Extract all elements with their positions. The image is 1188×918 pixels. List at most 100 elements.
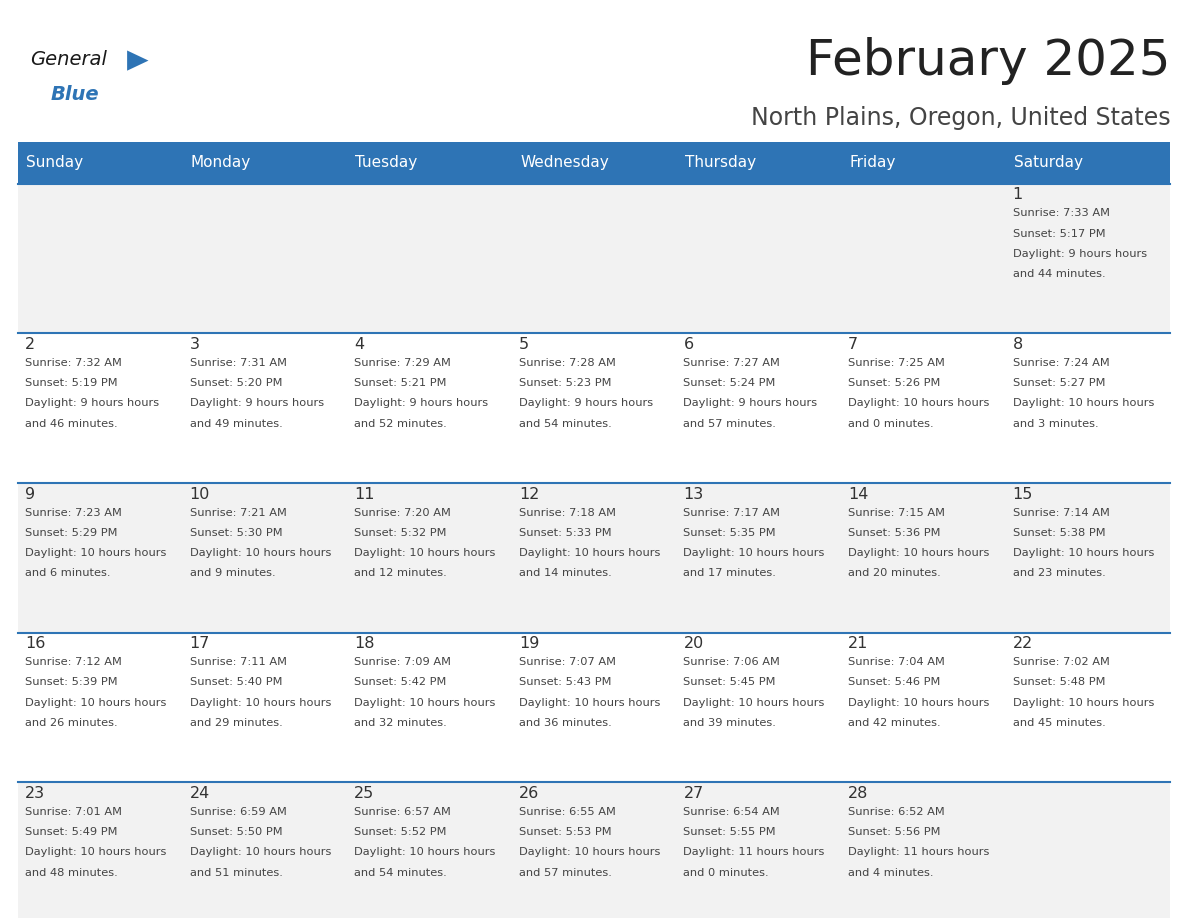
Bar — [841, 483, 1005, 633]
Text: and 54 minutes.: and 54 minutes. — [354, 868, 447, 878]
Text: Sunset: 5:36 PM: Sunset: 5:36 PM — [848, 528, 941, 538]
Text: Thursday: Thursday — [684, 155, 756, 171]
Bar — [676, 782, 841, 918]
Bar — [1005, 633, 1170, 782]
Text: Daylight: 9 hours hours: Daylight: 9 hours hours — [354, 398, 488, 409]
Text: and 45 minutes.: and 45 minutes. — [1012, 718, 1106, 728]
Text: Sunset: 5:35 PM: Sunset: 5:35 PM — [683, 528, 776, 538]
Bar — [347, 782, 512, 918]
Text: Sunrise: 7:31 AM: Sunrise: 7:31 AM — [190, 358, 286, 368]
Text: Sunset: 5:21 PM: Sunset: 5:21 PM — [354, 378, 447, 388]
Bar — [676, 142, 841, 184]
Text: Daylight: 10 hours hours: Daylight: 10 hours hours — [1012, 398, 1154, 409]
Text: Sunrise: 7:21 AM: Sunrise: 7:21 AM — [190, 508, 286, 518]
Text: 10: 10 — [190, 487, 210, 501]
Text: 2: 2 — [25, 337, 36, 352]
Text: Sunrise: 7:14 AM: Sunrise: 7:14 AM — [1012, 508, 1110, 518]
Bar — [512, 142, 676, 184]
Bar — [512, 184, 676, 333]
Text: and 57 minutes.: and 57 minutes. — [519, 868, 612, 878]
Bar — [18, 333, 183, 483]
Text: Daylight: 10 hours hours: Daylight: 10 hours hours — [683, 548, 824, 558]
Text: Daylight: 10 hours hours: Daylight: 10 hours hours — [190, 847, 331, 857]
Bar — [1005, 333, 1170, 483]
Text: and 49 minutes.: and 49 minutes. — [190, 419, 283, 429]
Text: and 6 minutes.: and 6 minutes. — [25, 568, 110, 578]
Text: Sunrise: 7:02 AM: Sunrise: 7:02 AM — [1012, 657, 1110, 667]
Text: Sunset: 5:17 PM: Sunset: 5:17 PM — [1012, 229, 1105, 239]
Text: 23: 23 — [25, 786, 45, 800]
Bar — [183, 633, 347, 782]
Bar — [18, 483, 183, 633]
Text: Sunrise: 7:01 AM: Sunrise: 7:01 AM — [25, 807, 122, 817]
Text: Sunset: 5:43 PM: Sunset: 5:43 PM — [519, 677, 612, 688]
Text: and 4 minutes.: and 4 minutes. — [848, 868, 934, 878]
Text: and 54 minutes.: and 54 minutes. — [519, 419, 612, 429]
Text: Daylight: 10 hours hours: Daylight: 10 hours hours — [190, 548, 331, 558]
Text: Sunrise: 6:57 AM: Sunrise: 6:57 AM — [354, 807, 451, 817]
Text: and 48 minutes.: and 48 minutes. — [25, 868, 118, 878]
Text: Sunrise: 7:23 AM: Sunrise: 7:23 AM — [25, 508, 122, 518]
Text: Sunset: 5:29 PM: Sunset: 5:29 PM — [25, 528, 118, 538]
Text: Daylight: 10 hours hours: Daylight: 10 hours hours — [1012, 548, 1154, 558]
Text: Sunrise: 7:33 AM: Sunrise: 7:33 AM — [1012, 208, 1110, 218]
Text: 22: 22 — [1012, 636, 1032, 651]
Text: Sunrise: 6:55 AM: Sunrise: 6:55 AM — [519, 807, 615, 817]
Text: Sunset: 5:24 PM: Sunset: 5:24 PM — [683, 378, 776, 388]
Text: Friday: Friday — [849, 155, 896, 171]
Text: Sunset: 5:49 PM: Sunset: 5:49 PM — [25, 827, 118, 837]
Text: 7: 7 — [848, 337, 858, 352]
Text: Sunset: 5:33 PM: Sunset: 5:33 PM — [519, 528, 612, 538]
Text: 19: 19 — [519, 636, 539, 651]
Text: Wednesday: Wednesday — [520, 155, 608, 171]
Text: Sunrise: 7:06 AM: Sunrise: 7:06 AM — [683, 657, 781, 667]
Text: 12: 12 — [519, 487, 539, 501]
Text: Sunset: 5:30 PM: Sunset: 5:30 PM — [190, 528, 283, 538]
Polygon shape — [127, 50, 148, 71]
Text: and 0 minutes.: and 0 minutes. — [683, 868, 769, 878]
Text: 13: 13 — [683, 487, 703, 501]
Text: Sunset: 5:56 PM: Sunset: 5:56 PM — [848, 827, 941, 837]
Text: and 17 minutes.: and 17 minutes. — [683, 568, 776, 578]
Text: Daylight: 10 hours hours: Daylight: 10 hours hours — [25, 698, 166, 708]
Text: Daylight: 10 hours hours: Daylight: 10 hours hours — [1012, 698, 1154, 708]
Text: 26: 26 — [519, 786, 539, 800]
Bar — [841, 633, 1005, 782]
Text: and 20 minutes.: and 20 minutes. — [848, 568, 941, 578]
Text: Blue: Blue — [51, 85, 100, 105]
Text: Daylight: 10 hours hours: Daylight: 10 hours hours — [519, 698, 661, 708]
Text: 16: 16 — [25, 636, 45, 651]
Text: Sunrise: 7:25 AM: Sunrise: 7:25 AM — [848, 358, 944, 368]
Text: Sunset: 5:53 PM: Sunset: 5:53 PM — [519, 827, 612, 837]
Text: 21: 21 — [848, 636, 868, 651]
Text: 4: 4 — [354, 337, 365, 352]
Text: Daylight: 10 hours hours: Daylight: 10 hours hours — [848, 398, 990, 409]
Text: and 23 minutes.: and 23 minutes. — [1012, 568, 1106, 578]
Text: and 32 minutes.: and 32 minutes. — [354, 718, 447, 728]
Text: 17: 17 — [190, 636, 210, 651]
Text: Sunset: 5:42 PM: Sunset: 5:42 PM — [354, 677, 447, 688]
Bar — [676, 633, 841, 782]
Text: Daylight: 10 hours hours: Daylight: 10 hours hours — [354, 847, 495, 857]
Bar — [347, 633, 512, 782]
Bar — [347, 184, 512, 333]
Text: Sunrise: 6:54 AM: Sunrise: 6:54 AM — [683, 807, 781, 817]
Text: Sunrise: 7:32 AM: Sunrise: 7:32 AM — [25, 358, 122, 368]
Text: Daylight: 11 hours hours: Daylight: 11 hours hours — [683, 847, 824, 857]
Text: Sunrise: 7:20 AM: Sunrise: 7:20 AM — [354, 508, 451, 518]
Text: Sunset: 5:19 PM: Sunset: 5:19 PM — [25, 378, 118, 388]
Text: 3: 3 — [190, 337, 200, 352]
Text: Daylight: 10 hours hours: Daylight: 10 hours hours — [25, 847, 166, 857]
Text: Daylight: 10 hours hours: Daylight: 10 hours hours — [190, 698, 331, 708]
Text: and 39 minutes.: and 39 minutes. — [683, 718, 776, 728]
Text: and 57 minutes.: and 57 minutes. — [683, 419, 776, 429]
Text: Daylight: 10 hours hours: Daylight: 10 hours hours — [683, 698, 824, 708]
Text: 15: 15 — [1012, 487, 1034, 501]
Text: Daylight: 9 hours hours: Daylight: 9 hours hours — [683, 398, 817, 409]
Text: General: General — [30, 50, 107, 70]
Bar — [1005, 142, 1170, 184]
Text: Sunset: 5:32 PM: Sunset: 5:32 PM — [354, 528, 447, 538]
Text: and 14 minutes.: and 14 minutes. — [519, 568, 612, 578]
Text: 25: 25 — [354, 786, 374, 800]
Text: 20: 20 — [683, 636, 703, 651]
